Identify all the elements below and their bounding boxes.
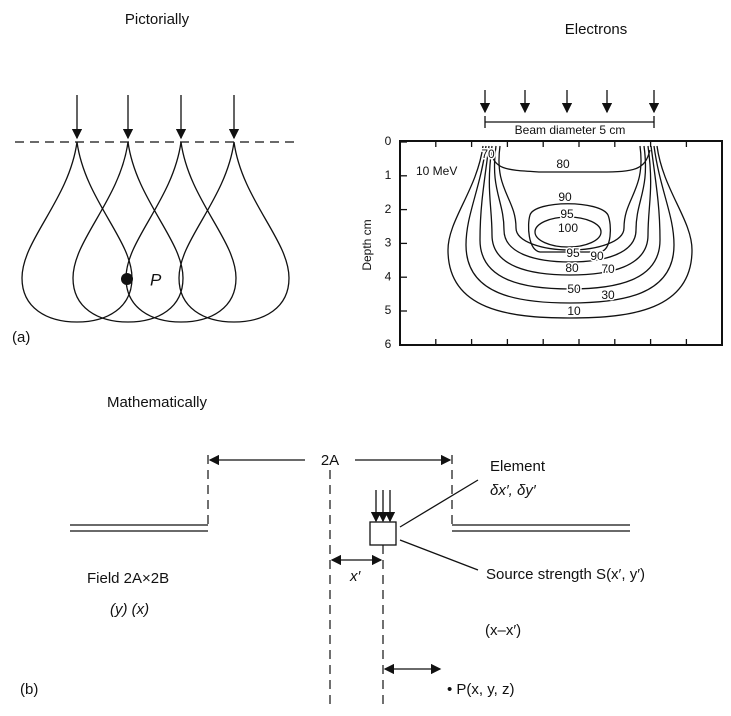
depth-tick-label: 0 <box>385 134 392 148</box>
teardrop <box>178 141 290 323</box>
leader <box>399 539 479 571</box>
beam-label: Beam diameter 5 cm <box>515 123 626 137</box>
title: Mathematically <box>107 394 208 411</box>
isodose-label: 95 <box>566 246 580 260</box>
point-label: • P(x, y, z) <box>447 681 514 698</box>
title: Pictorially <box>125 11 190 28</box>
depth-tick-label: 4 <box>385 269 392 283</box>
isodose-label: 30 <box>601 288 615 302</box>
isodose-label: 100 <box>558 221 578 235</box>
point-label: P <box>150 270 162 289</box>
field-label: Field 2A×2B <box>87 570 169 587</box>
isodose-label: 70 <box>481 147 495 161</box>
isodose-label: 90 <box>558 190 572 204</box>
isodose-label: 95 <box>560 207 574 221</box>
offset-label: x′ <box>349 568 362 585</box>
panel-label: (a) <box>12 329 30 346</box>
point-p <box>121 273 133 285</box>
isodose <box>493 145 647 263</box>
axis-label: Depth cm <box>360 219 374 270</box>
axes-label: (y) (x) <box>110 601 149 618</box>
element-label: Element <box>490 458 546 475</box>
teardrop <box>21 141 133 323</box>
isodose <box>488 145 652 276</box>
leader <box>399 479 479 528</box>
teardrop <box>72 141 184 323</box>
element-size: δx′, δy′ <box>490 482 537 499</box>
depth-tick-label: 3 <box>385 236 392 250</box>
isodose-label: 10 <box>567 304 581 318</box>
depth-tick-label: 1 <box>385 168 392 182</box>
teardrops <box>21 95 290 323</box>
isodose <box>534 216 602 248</box>
field-lines <box>70 524 630 532</box>
depth-tick-label: 5 <box>385 303 392 317</box>
isodose <box>465 145 675 304</box>
energy: 10 MeV <box>416 164 457 178</box>
isodose-label: 80 <box>565 261 579 275</box>
beam-arrows <box>479 90 660 114</box>
isodose <box>447 145 693 319</box>
source-label: Source strength S(x′, y′) <box>486 566 645 583</box>
isodose <box>479 145 661 290</box>
width-label: 2A <box>321 452 339 469</box>
isodose-label: 50 <box>567 282 581 296</box>
title: Electrons <box>565 21 628 38</box>
element-box <box>369 521 397 546</box>
isodose-label: 80 <box>556 157 570 171</box>
teardrop <box>125 141 237 323</box>
isodose-label: 70 <box>601 262 615 276</box>
isodose <box>527 203 612 253</box>
depth-tick-label: 2 <box>385 202 392 216</box>
isodose <box>498 145 642 251</box>
distance-label: (x–x′) <box>485 622 521 639</box>
isodose <box>489 149 651 173</box>
isodose-label: 90 <box>590 249 604 263</box>
panel-label: (b) <box>20 681 38 698</box>
depth-tick-label: 6 <box>385 337 392 351</box>
